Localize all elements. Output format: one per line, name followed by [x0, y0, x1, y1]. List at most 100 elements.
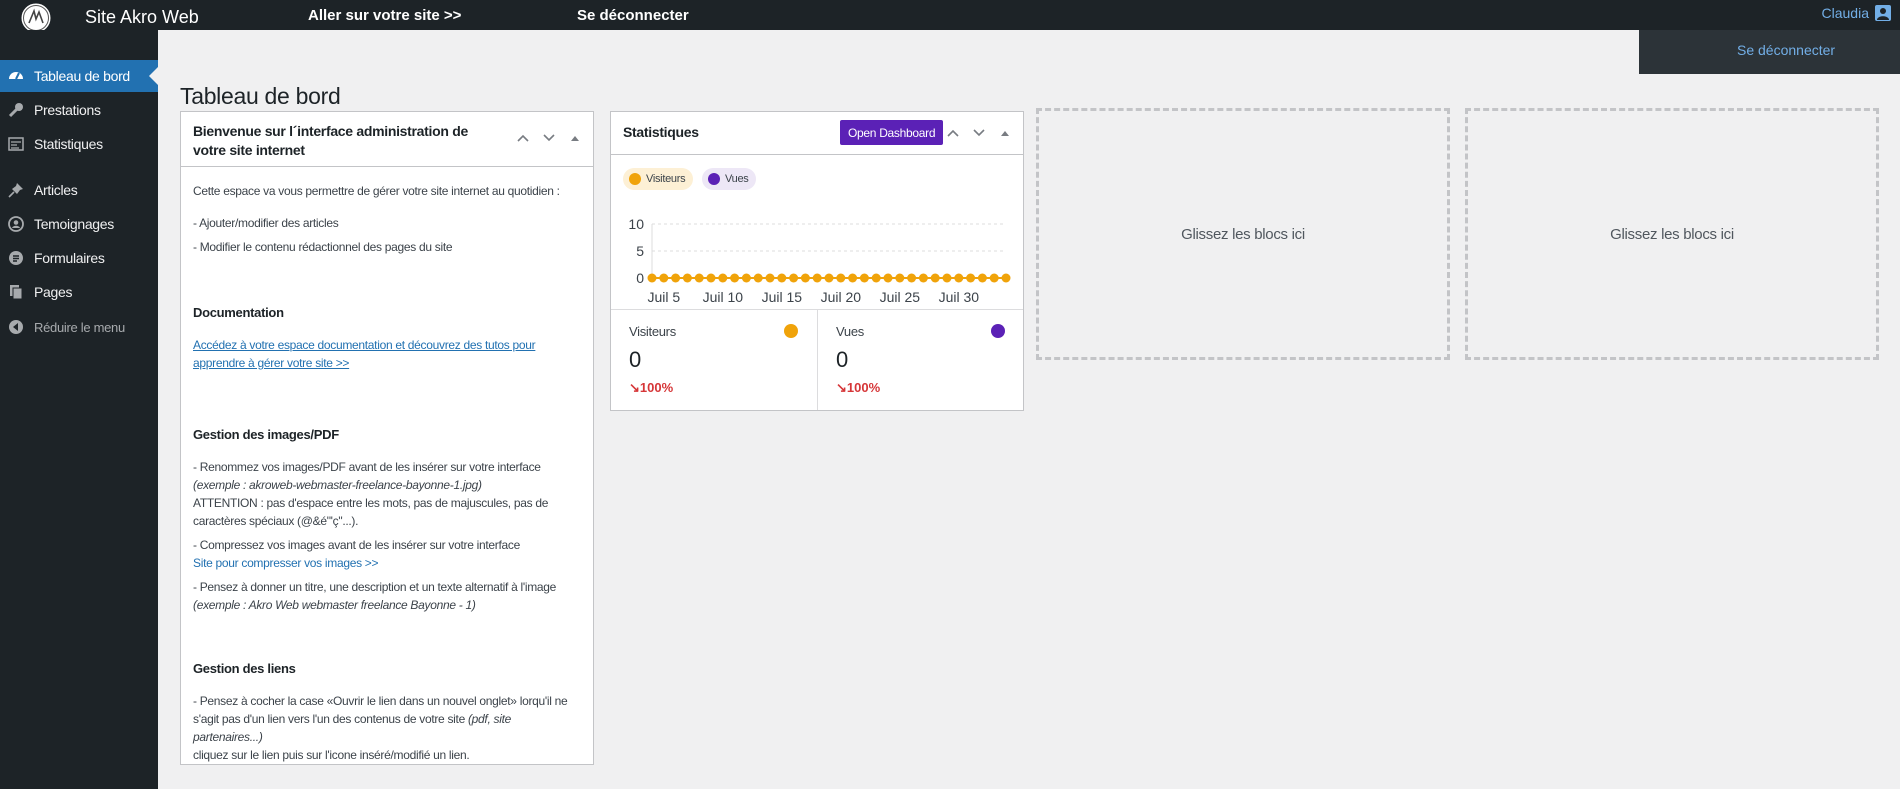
toggle-panel-icon[interactable] — [997, 125, 1013, 141]
data-point — [718, 273, 728, 283]
pages-icon — [7, 283, 25, 301]
widget-header[interactable]: Statistiques Open Dashboard — [611, 112, 1023, 155]
data-point — [741, 273, 751, 283]
sidebar-item-statistiques[interactable]: Statistiques — [0, 128, 158, 160]
links-text-1: - Pensez à cocher la case «Ouvrir le lie… — [193, 692, 583, 746]
data-point — [694, 273, 704, 283]
stat-value: 0 — [836, 347, 849, 372]
data-point — [836, 273, 846, 283]
data-point — [918, 273, 928, 283]
links-text: - Pensez à cocher la case «Ouvrir le lie… — [193, 694, 568, 726]
sidebar-item-prestations[interactable]: Prestations — [0, 94, 158, 126]
dropzone[interactable]: Glissez les blocs ici — [1036, 108, 1450, 360]
data-point — [730, 273, 740, 283]
data-point — [753, 273, 763, 283]
site-name-link[interactable]: Site Akro Web — [85, 7, 199, 27]
data-point — [989, 273, 999, 283]
sidebar-item-label: Statistiques — [34, 136, 103, 152]
stat-change: ↘100% — [629, 380, 674, 395]
admin-bar: Site Akro Web Aller sur votre site >> Se… — [0, 0, 1900, 34]
data-point — [777, 273, 787, 283]
stats-widget: Statistiques Open Dashboard Visiteurs Vu… — [610, 111, 1024, 411]
stat-value: 0 — [629, 347, 642, 372]
legend-views[interactable]: Vues — [702, 168, 757, 190]
legend-visitors[interactable]: Visiteurs — [623, 168, 694, 190]
links-example: (pdf, site partenaires...) — [193, 712, 512, 744]
data-point — [647, 273, 657, 283]
dropzone[interactable]: Glissez les blocs ici — [1465, 108, 1879, 360]
move-up-icon[interactable] — [945, 125, 961, 141]
x-tick-label: Juil 15 — [762, 289, 803, 302]
images-warning: ATTENTION : pas d'espace entre les mots,… — [193, 496, 549, 528]
stat-color-dot — [784, 324, 798, 338]
sidebar-item-label: Prestations — [34, 102, 101, 118]
documentation-link[interactable]: Accédez à votre espace documentation et … — [193, 338, 536, 370]
x-tick-label: Juil 25 — [880, 289, 921, 302]
data-point — [671, 273, 681, 283]
move-up-icon[interactable] — [515, 130, 531, 146]
data-point — [682, 273, 692, 283]
sidebar-item-label: Tableau de bord — [34, 68, 130, 84]
images-example: (exemple : akroweb-webmaster-freelance-b… — [193, 478, 482, 492]
move-down-icon[interactable] — [971, 125, 987, 141]
visit-site-link[interactable]: Aller sur votre site >> — [308, 7, 462, 24]
welcome-widget: Bienvenue sur l´interface administration… — [180, 111, 594, 765]
widget-controls — [515, 130, 583, 146]
logout-link[interactable]: Se déconnecter — [577, 7, 689, 24]
compress-images-link[interactable]: Site pour compresser vos images >> — [193, 556, 379, 570]
toggle-panel-icon[interactable] — [567, 130, 583, 146]
page-title: Tableau de bord — [180, 83, 341, 110]
stat-change: ↘100% — [836, 380, 881, 395]
dashboard-icon — [7, 67, 25, 85]
sidebar-item-pages[interactable]: Pages — [0, 276, 158, 308]
images-text: - Pensez à donner un titre, une descript… — [193, 580, 557, 594]
data-point — [824, 273, 834, 283]
y-tick-label: 5 — [636, 243, 644, 259]
avatar — [1875, 5, 1891, 21]
widget-title: Statistiques — [623, 124, 699, 140]
data-point — [930, 273, 940, 283]
sidebar-item-dashboard[interactable]: Tableau de bord — [0, 60, 158, 92]
sidebar-item-label: Réduire le menu — [34, 319, 125, 335]
move-down-icon[interactable] — [541, 130, 557, 146]
data-point — [859, 273, 869, 283]
pin-icon — [7, 181, 25, 199]
sidebar-item-label: Articles — [34, 182, 78, 198]
data-point — [789, 273, 799, 283]
data-point — [954, 273, 964, 283]
sidebar-item-temoignages[interactable]: Temoignages — [0, 208, 158, 240]
legend-dot-visitors — [629, 173, 641, 185]
x-tick-label: Juil 20 — [821, 289, 862, 302]
y-tick-label: 10 — [628, 216, 644, 232]
links-text-2: cliquez sur le lien puis sur l'icone ins… — [193, 748, 470, 762]
data-point — [848, 273, 858, 283]
section-heading-links: Gestion des liens — [193, 661, 296, 676]
user-menu[interactable]: Claudia — [1822, 5, 1891, 21]
bullet-text: - Modifier le contenu rédactionnel des p… — [193, 240, 453, 254]
data-point — [977, 273, 987, 283]
data-point — [942, 273, 952, 283]
legend-label: Vues — [725, 173, 749, 185]
y-tick-label: 0 — [636, 270, 644, 286]
section-heading-documentation: Documentation — [193, 305, 284, 320]
widget-content: Cette espace va vous permettre de gérer … — [193, 182, 583, 764]
intro-text: Cette espace va vous permettre de gérer … — [193, 184, 560, 198]
site-logo-icon[interactable] — [19, 1, 53, 35]
images-text-3: - Pensez à donner un titre, une descript… — [193, 578, 583, 614]
sidebar-item-formulaires[interactable]: Formulaires — [0, 242, 158, 274]
data-point — [659, 273, 669, 283]
widget-controls — [945, 125, 1013, 141]
dropzone-label: Glissez les blocs ici — [1181, 225, 1305, 243]
open-dashboard-button[interactable]: Open Dashboard — [840, 120, 944, 145]
data-point — [765, 273, 775, 283]
stat-visitors: Visiteurs 0 ↘100% — [611, 310, 816, 410]
dropdown-logout-link[interactable]: Se déconnecter — [1737, 42, 1836, 58]
stat-color-dot — [991, 324, 1005, 338]
widget-header[interactable]: Bienvenue sur l´interface administration… — [181, 112, 593, 167]
sidebar-item-label: Pages — [34, 284, 73, 300]
data-point — [907, 273, 917, 283]
admin-sidebar: Tableau de bord Prestations Statistiques… — [0, 30, 158, 789]
sidebar-item-articles[interactable]: Articles — [0, 174, 158, 206]
collapse-menu-button[interactable]: Réduire le menu — [0, 311, 158, 343]
